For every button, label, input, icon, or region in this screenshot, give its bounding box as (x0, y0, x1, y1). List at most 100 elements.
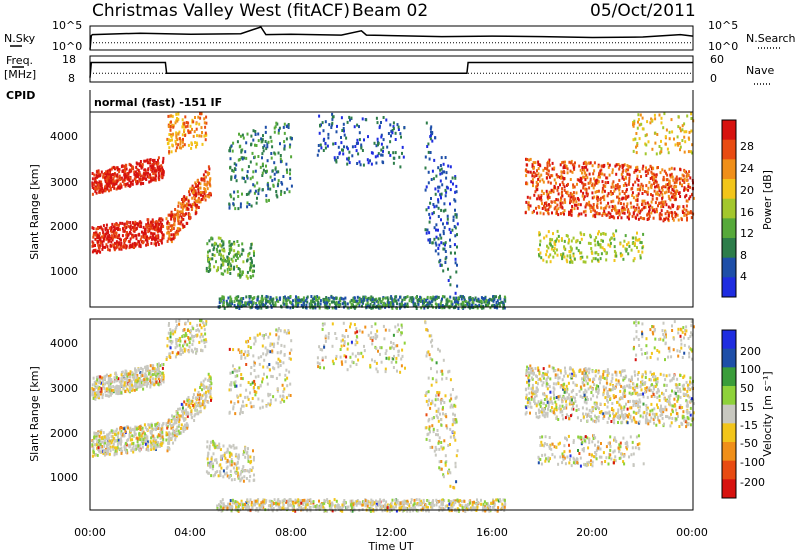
rti-cell (190, 146, 193, 150)
rti-cell (653, 182, 655, 185)
rti-cell (146, 235, 148, 239)
rti-cell (545, 260, 548, 264)
rti-cell (178, 130, 181, 134)
rti-cell (204, 377, 207, 381)
rti-cell (130, 386, 133, 390)
rti-cell (679, 181, 681, 185)
rti-cell (174, 213, 176, 217)
rti-cell (427, 170, 430, 174)
rti-cell (473, 298, 476, 302)
rti-cell (156, 225, 159, 229)
rti-cell (223, 257, 225, 261)
rti-cell (102, 235, 105, 239)
rti-cell (531, 211, 534, 215)
rti-cell (150, 436, 153, 440)
rti-cell (110, 230, 113, 234)
rti-cell (527, 170, 530, 174)
rti-cell (203, 179, 206, 183)
rti-cell (166, 449, 169, 453)
rti-cell (129, 438, 132, 442)
rti-cell (610, 185, 613, 189)
rti-cell (406, 295, 409, 299)
rti-cell (579, 231, 582, 235)
rti-cell (658, 145, 661, 148)
rti-cell (445, 171, 448, 175)
rti-cell (448, 227, 451, 231)
rti-cell (503, 295, 506, 299)
rti-cell (622, 164, 625, 168)
rti-cell (485, 299, 488, 302)
rti-cell (137, 233, 140, 237)
rti-cell (142, 437, 145, 441)
rti-cell (654, 131, 657, 135)
rti-cell (582, 186, 585, 190)
rti-cell (110, 379, 112, 383)
rti-cell (579, 203, 582, 207)
rti-cell (643, 205, 646, 209)
rti-cell (228, 252, 230, 256)
rti-cell (595, 251, 598, 255)
rti-cell (141, 442, 144, 446)
rti-cell (350, 298, 353, 302)
rti-cell (385, 118, 388, 122)
rti-cell (315, 295, 318, 299)
rti-cell (106, 433, 109, 437)
rti-cell (590, 247, 593, 250)
rti-cell (547, 230, 550, 234)
rti-cell (444, 188, 447, 192)
rti-cell (114, 167, 116, 171)
rti-cell (373, 141, 376, 145)
rti-cell (346, 147, 349, 151)
rti-cell (646, 201, 649, 205)
rti-cell (148, 236, 150, 240)
rti-cell (397, 298, 400, 302)
rti-cell (542, 258, 545, 262)
rti-cell (92, 376, 95, 380)
rti-cell (97, 446, 100, 450)
rti-cell (550, 188, 553, 192)
rti-cell (382, 146, 385, 150)
rti-cell (661, 196, 664, 200)
rti-cell (550, 200, 553, 204)
rti-cell (278, 126, 281, 130)
rti-cell (176, 138, 179, 142)
rti-cell (93, 173, 96, 177)
rti-cell (116, 443, 119, 446)
rti-cell (369, 298, 372, 302)
rti-cell (182, 202, 185, 206)
rti-cell (167, 138, 170, 142)
rti-cell (605, 176, 608, 180)
rti-cell (626, 243, 628, 247)
rti-cell (660, 209, 663, 213)
rti-cell (631, 191, 634, 195)
rti-cell (454, 251, 456, 255)
rti-cell (534, 172, 537, 176)
rti-cell (108, 439, 111, 443)
rti-cell (571, 193, 574, 197)
rti-cell (104, 180, 107, 184)
rti-cell (188, 213, 191, 217)
rti-cell (599, 175, 601, 179)
rti-cell (449, 165, 452, 169)
rti-cell (239, 254, 241, 258)
rti-cell (139, 378, 142, 382)
rti-cell (109, 244, 112, 247)
freq-ytick-top-left: 18 (62, 53, 76, 66)
rti-cell (274, 167, 277, 171)
rti-cell (189, 187, 192, 191)
rti-cell (186, 206, 189, 210)
rti-cell (203, 182, 206, 186)
rti-cell (402, 155, 405, 159)
rti-cell (146, 444, 149, 448)
rti-cell (197, 115, 200, 119)
rti-cell (283, 147, 286, 151)
rti-cell (570, 247, 573, 251)
rti-cell (152, 447, 155, 451)
rti-cell (285, 137, 288, 141)
rti-cell (569, 169, 572, 173)
rti-cell (166, 239, 169, 243)
rti-cell (555, 181, 557, 185)
rti-cell (593, 183, 596, 187)
rti-cell (641, 250, 644, 254)
rti-cell (97, 394, 100, 398)
